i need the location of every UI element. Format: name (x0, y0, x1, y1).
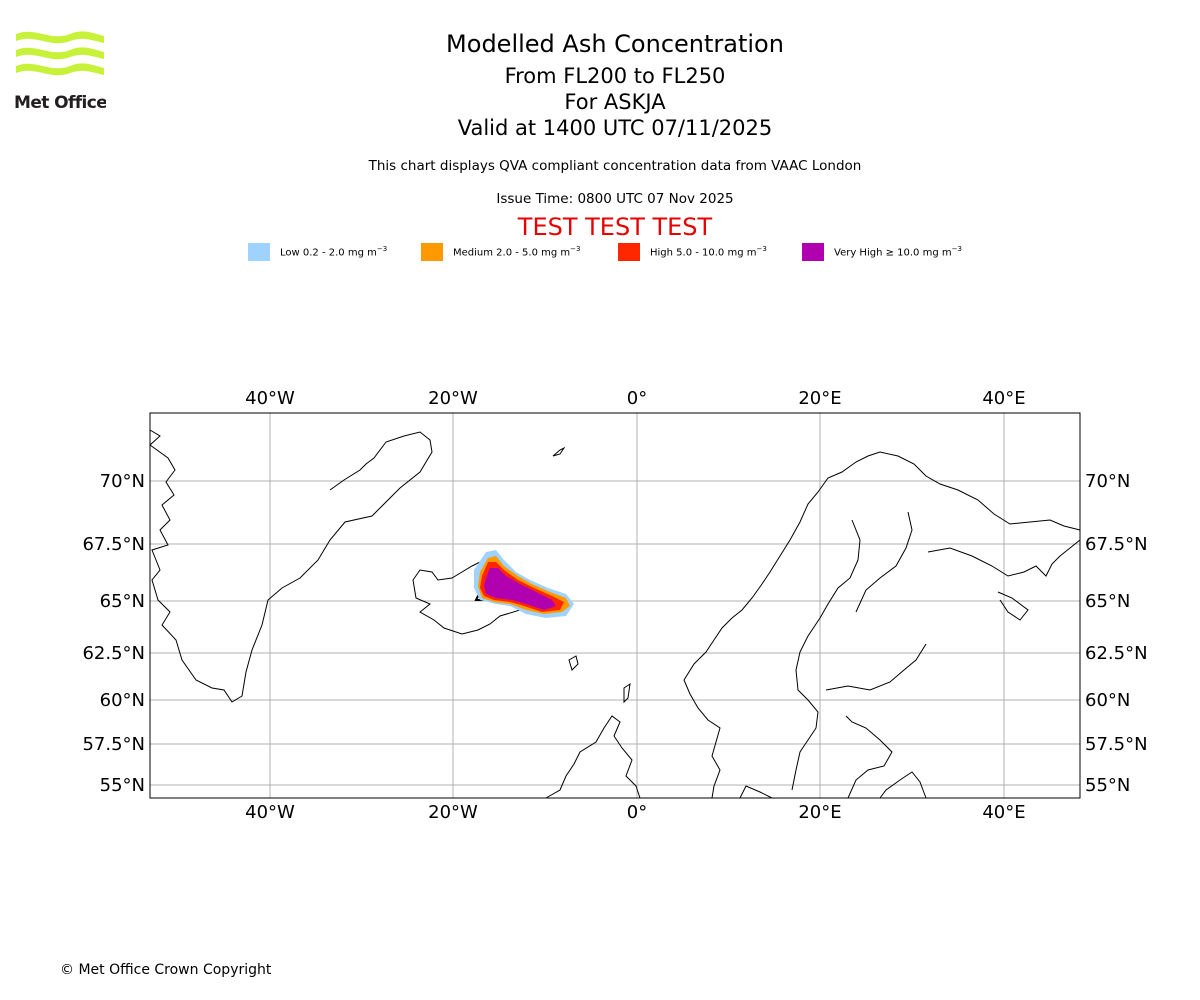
lon-label-top: 40°W (245, 388, 295, 409)
legend-item-low: Low 0.2 - 2.0 mg m−3 (248, 243, 387, 261)
lon-label-bottom: 0° (627, 802, 647, 820)
latitude-labels-left: 70°N 67.5°N 65°N 62.5°N 60°N 57.5°N 55°N (82, 471, 145, 796)
concentration-legend: Low 0.2 - 2.0 mg m−3 Medium 2.0 - 5.0 mg… (0, 243, 1200, 265)
lat-label-left: 60°N (100, 690, 145, 711)
legend-label-high: High 5.0 - 10.0 mg m−3 (650, 245, 767, 259)
copyright-notice: © Met Office Crown Copyright (60, 962, 272, 978)
coast-russia-border (879, 771, 927, 799)
ash-plume-very-high (484, 568, 556, 610)
lat-label-left: 62.5°N (82, 643, 145, 664)
lon-label-top: 0° (627, 388, 647, 409)
met-office-logo: Met Office (14, 31, 106, 112)
coast-baltic-states (845, 715, 893, 799)
lat-label-right: 70°N (1085, 471, 1130, 492)
lat-label-left: 67.5°N (82, 534, 145, 555)
legend-item-very-high: Very High ≥ 10.0 mg m−3 (802, 243, 962, 261)
coast-greenland (149, 429, 433, 703)
map-gridlines (150, 413, 1080, 798)
lat-label-right: 67.5°N (1085, 534, 1148, 555)
legend-swatch-high (618, 243, 640, 261)
coast-finland-west (855, 511, 913, 613)
legend-label-low: Low 0.2 - 2.0 mg m−3 (280, 245, 388, 259)
coast-finland-south (825, 643, 927, 691)
chart-title: Modelled Ash Concentration (446, 30, 784, 58)
issue-time: Issue Time: 0800 UTC 07 Nov 2025 (496, 191, 734, 207)
lon-label-bottom: 20°W (428, 802, 478, 820)
lat-label-right: 57.5°N (1085, 734, 1148, 755)
lon-label-bottom: 20°E (798, 802, 841, 820)
legend-swatch-medium (421, 243, 443, 261)
coast-shetland (623, 682, 631, 704)
latitude-labels-right: 70°N 67.5°N 65°N 62.5°N 60°N 57.5°N 55°N (1085, 471, 1148, 796)
coast-jan-mayen (552, 446, 566, 457)
lon-label-bottom: 40°E (982, 802, 1025, 820)
coast-scandinavia (683, 451, 1081, 799)
coast-kola (997, 591, 1029, 621)
ash-concentration-map: 40°W 20°W 0° 20°E 40°E 40°W 20°W 0° 20°E… (82, 388, 1148, 820)
longitude-labels-top: 40°W 20°W 0° 20°E 40°E (245, 388, 1025, 409)
coast-denmark (739, 785, 773, 799)
legend-swatch-low (248, 243, 270, 261)
legend-item-medium: Medium 2.0 - 5.0 mg m−3 (421, 243, 580, 261)
coastlines (149, 429, 1081, 799)
compliance-note: This chart displays QVA compliant concen… (368, 158, 862, 174)
lat-label-right: 62.5°N (1085, 643, 1148, 664)
legend-label-very-high: Very High ≥ 10.0 mg m−3 (834, 245, 962, 259)
volcano-name: For ASKJA (564, 90, 666, 114)
lat-label-left: 65°N (100, 591, 145, 612)
lon-label-top: 40°E (982, 388, 1025, 409)
ash-plume (474, 550, 574, 618)
longitude-labels-bottom: 40°W 20°W 0° 20°E 40°E (245, 802, 1025, 820)
legend-label-medium: Medium 2.0 - 5.0 mg m−3 (453, 245, 581, 259)
legend-item-high: High 5.0 - 10.0 mg m−3 (618, 243, 767, 261)
coast-white-sea (927, 539, 1081, 577)
met-office-logo-waves (16, 31, 104, 76)
legend-swatch-very-high (802, 243, 824, 261)
coast-great-britain (545, 715, 641, 799)
met-office-logo-text: Met Office (14, 93, 106, 112)
coast-faroe (568, 655, 579, 671)
lon-label-top: 20°W (428, 388, 478, 409)
flight-level-range: From FL200 to FL250 (504, 64, 726, 88)
map-frame (149, 412, 1081, 799)
lat-label-right: 60°N (1085, 690, 1130, 711)
lat-label-right: 55°N (1085, 775, 1130, 796)
lat-label-left: 70°N (100, 471, 145, 492)
coast-bothnia (791, 519, 861, 791)
lat-label-right: 65°N (1085, 591, 1130, 612)
test-banner: TEST TEST TEST (517, 213, 713, 241)
lon-label-bottom: 40°W (245, 802, 295, 820)
valid-time: Valid at 1400 UTC 07/11/2025 (457, 116, 773, 140)
lat-label-left: 57.5°N (82, 734, 145, 755)
lat-label-left: 55°N (100, 775, 145, 796)
lon-label-top: 20°E (798, 388, 841, 409)
